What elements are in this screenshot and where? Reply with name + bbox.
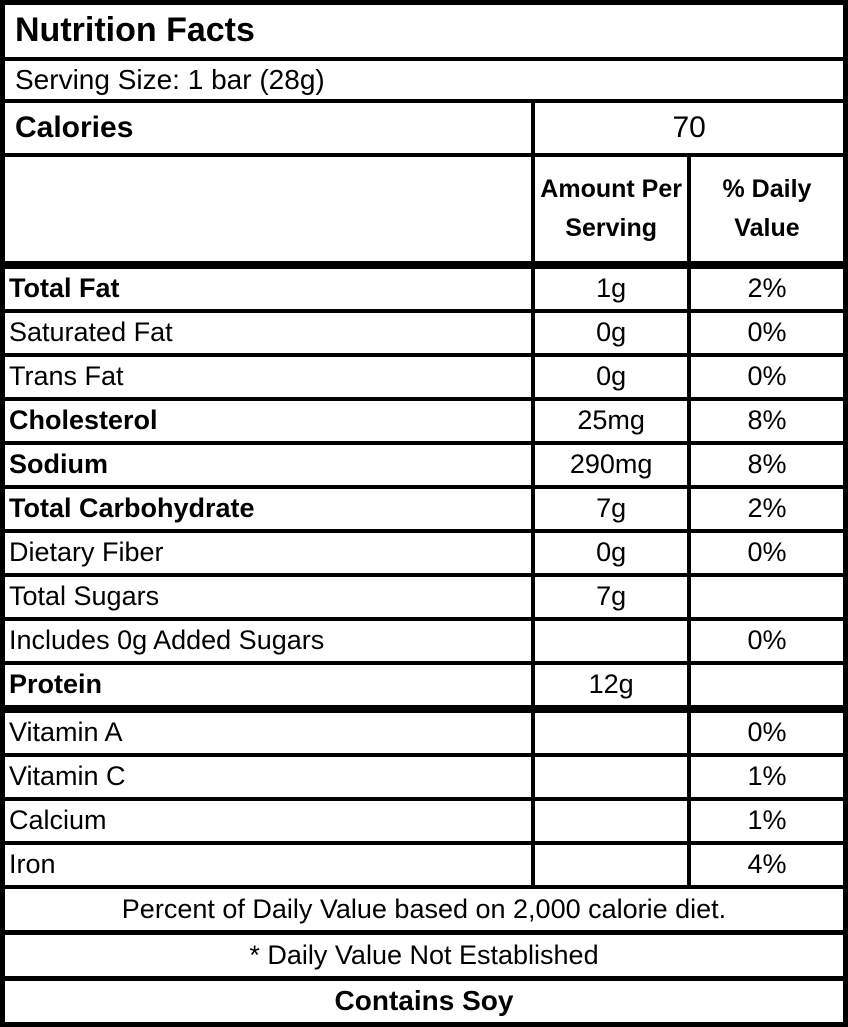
nutrients-section: Total Fat 1g 2% Saturated Fat 0g 0% Trans Fat 0… (0, 263, 848, 713)
nutrient-daily-value: 2% (686, 485, 848, 533)
column-header-daily-value: % Daily Value (686, 153, 848, 269)
nutrient-daily-value (686, 661, 848, 713)
nutrient-daily-value (686, 573, 848, 621)
nutrient-amount: 0g (531, 353, 691, 401)
nutrient-name: Iron (0, 841, 536, 889)
nutrient-daily-value: 0% (686, 353, 848, 401)
nutrient-name: Vitamin C (0, 753, 536, 801)
nutrient-daily-value: 4% (686, 841, 848, 889)
nutrient-amount (531, 617, 691, 665)
not-established-row: * Daily Value Not Established (0, 930, 848, 981)
nutrient-name: Saturated Fat (0, 309, 536, 357)
table-row: Includes 0g Added Sugars 0% (0, 617, 848, 665)
table-row: Cholesterol 25mg 8% (0, 397, 848, 445)
nutrient-daily-value: 1% (686, 753, 848, 801)
calories-label: Calories (0, 99, 536, 157)
nutrient-daily-value: 0% (686, 617, 848, 665)
calories-row: Calories 70 (0, 99, 848, 157)
nutrient-name: Total Sugars (0, 573, 536, 621)
nutrient-name: Sodium (0, 441, 536, 489)
allergen-statement: Contains Soy (0, 976, 848, 1027)
calories-value: 70 (531, 99, 848, 157)
nutrient-daily-value: 2% (686, 263, 848, 313)
daily-value-not-established-note: * Daily Value Not Established (0, 930, 848, 981)
nutrient-name: Calcium (0, 797, 536, 845)
nutrient-name: Total Carbohydrate (0, 485, 536, 533)
column-header-empty (0, 153, 536, 269)
table-row: Vitamin C 1% (0, 753, 848, 801)
nutrient-daily-value: 0% (686, 707, 848, 757)
nutrient-amount: 7g (531, 485, 691, 533)
nutrient-name: Trans Fat (0, 353, 536, 401)
nutrient-name: Total Fat (0, 263, 536, 313)
nutrient-name: Protein (0, 661, 536, 713)
nutrient-amount (531, 753, 691, 801)
table-row: Total Sugars 7g (0, 573, 848, 621)
nutrient-name: Includes 0g Added Sugars (0, 617, 536, 665)
nutrient-amount: 0g (531, 529, 691, 577)
table-row: Total Carbohydrate 7g 2% (0, 485, 848, 533)
nutrient-amount: 25mg (531, 397, 691, 445)
serving-size: Serving Size: 1 bar (28g) (0, 57, 848, 103)
column-header-row: Amount Per Serving % Daily Value (0, 153, 848, 269)
nutrient-amount: 12g (531, 661, 691, 713)
nutrient-name: Dietary Fiber (0, 529, 536, 577)
nutrient-amount (531, 707, 691, 757)
nutrient-name: Vitamin A (0, 707, 536, 757)
table-row: Vitamin A 0% (0, 707, 848, 757)
table-row: Total Fat 1g 2% (0, 263, 848, 313)
nutrient-name: Cholesterol (0, 397, 536, 445)
title-row: Nutrition Facts (0, 0, 848, 61)
allergen-row: Contains Soy (0, 976, 848, 1027)
nutrient-daily-value: 1% (686, 797, 848, 845)
table-row: Saturated Fat 0g 0% (0, 309, 848, 357)
daily-value-basis-note: Percent of Daily Value based on 2,000 ca… (0, 885, 848, 935)
table-row: Sodium 290mg 8% (0, 441, 848, 489)
vitamins-section: Vitamin A 0% Vitamin C 1% Calcium 1% Iron 4% (0, 707, 848, 889)
footnote-row: Percent of Daily Value based on 2,000 ca… (0, 885, 848, 935)
nutrient-amount (531, 841, 691, 889)
table-row: Dietary Fiber 0g 0% (0, 529, 848, 577)
nutrient-amount: 7g (531, 573, 691, 621)
table-row: Iron 4% (0, 841, 848, 889)
table-row: Calcium 1% (0, 797, 848, 845)
nutrient-amount: 0g (531, 309, 691, 357)
nutrient-amount (531, 797, 691, 845)
nutrient-daily-value: 8% (686, 397, 848, 445)
nutrient-daily-value: 8% (686, 441, 848, 489)
nutrient-daily-value: 0% (686, 309, 848, 357)
table-row: Protein 12g (0, 661, 848, 713)
table-row: Trans Fat 0g 0% (0, 353, 848, 401)
nutrient-daily-value: 0% (686, 529, 848, 577)
page-title: Nutrition Facts (0, 0, 848, 61)
nutrient-amount: 290mg (531, 441, 691, 489)
column-header-amount: Amount Per Serving (531, 153, 691, 269)
nutrient-amount: 1g (531, 263, 691, 313)
serving-size-row: Serving Size: 1 bar (28g) (0, 57, 848, 103)
